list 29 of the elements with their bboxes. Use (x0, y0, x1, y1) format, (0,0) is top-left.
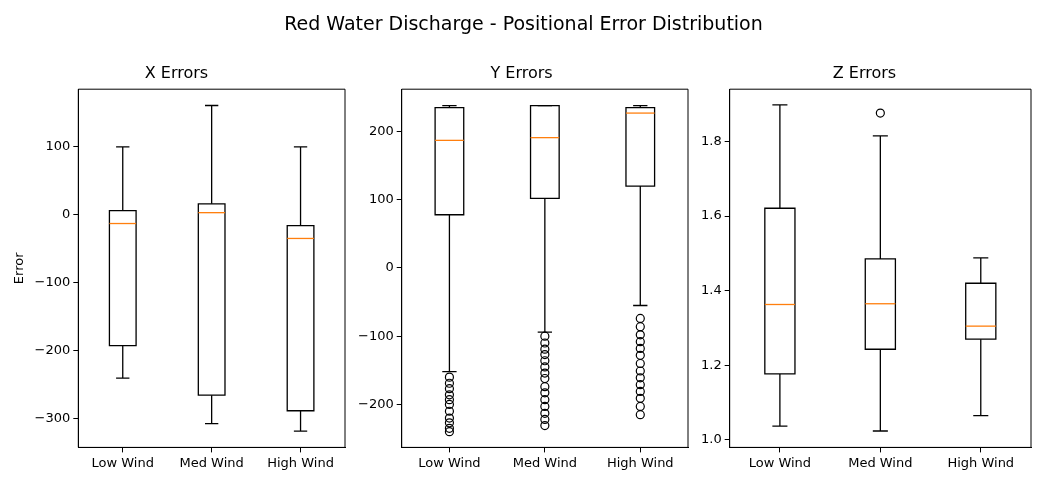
x-tick-label: Med Wind (848, 454, 913, 470)
x-tick-label: Low Wind (418, 454, 481, 470)
y-tick-label: −300 (34, 409, 71, 425)
y-tick-label: 1.6 (700, 207, 722, 223)
y-tick-label: 0 (385, 259, 394, 275)
y-tick-label: −100 (357, 327, 394, 343)
y-tick-label: 100 (45, 138, 71, 154)
y-tick-label: 100 (368, 191, 394, 207)
y-axis-title: Error (11, 251, 27, 285)
chart-title: Z Errors (832, 62, 897, 82)
x-tick-label: Med Wind (512, 454, 577, 470)
y-tick-label: 0 (62, 206, 71, 222)
chart-title: Y Errors (489, 62, 553, 82)
y-tick-label: 200 (368, 122, 394, 138)
y-tick-label: −200 (34, 341, 71, 357)
x-tick-label: Med Wind (179, 454, 244, 470)
y-tick-label: 1.2 (700, 356, 722, 372)
text: Red Water Discharge - Positional Error Distribution (283, 11, 764, 36)
x-tick-label: Low Wind (748, 454, 812, 470)
x-tick-label: High Wind (606, 454, 674, 470)
x-tick-label: Low Wind (91, 454, 154, 470)
y-tick-label: 1.4 (700, 282, 722, 298)
y-tick-label: 1.0 (700, 431, 722, 447)
x-tick-label: High Wind (947, 454, 1015, 470)
x-tick-label: High Wind (267, 454, 334, 470)
chart-title: X Errors (144, 62, 209, 82)
y-tick-label: 1.8 (700, 132, 722, 148)
y-tick-label: −100 (34, 273, 71, 289)
y-tick-label: −200 (357, 395, 394, 411)
